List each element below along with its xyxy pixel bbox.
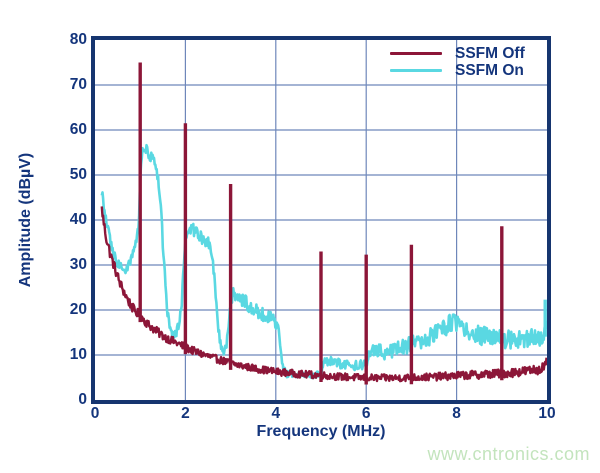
y-tick-label: 20: [69, 301, 87, 318]
x-tick-label: 10: [538, 405, 556, 422]
x-tick-label: 4: [271, 405, 281, 422]
trace-ssfm-on: [100, 143, 548, 380]
legend-label-ssfm-on: SSFM On: [455, 61, 524, 79]
x-tick-label: 6: [361, 405, 371, 422]
x-tick-label: 8: [452, 405, 461, 422]
legend-label-ssfm-off: SSFM Off: [455, 44, 525, 62]
legend: SSFM Off SSFM On: [390, 45, 525, 79]
legend-item-ssfm-off: SSFM Off: [390, 45, 525, 62]
y-tick-label: 10: [69, 346, 87, 363]
x-tick-label: 0: [90, 405, 100, 422]
x-axis-title: Frequency (MHz): [256, 423, 386, 440]
ssfm-on-line-swatch: [390, 69, 442, 72]
trace-ssfm-off: [100, 206, 548, 383]
y-tick-label: 50: [69, 166, 87, 183]
y-axis-title: Amplitude (dBµV): [17, 152, 34, 288]
plot-border: [91, 36, 551, 404]
y-tick-label: 80: [69, 31, 87, 48]
watermark: www.cntronics.com: [427, 444, 590, 464]
y-tick-label: 30: [69, 256, 87, 273]
y-tick-label: 70: [69, 76, 87, 93]
ssfm-off-line-swatch: [390, 52, 442, 55]
y-tick-label: 40: [69, 211, 87, 228]
legend-item-ssfm-on: SSFM On: [390, 62, 525, 79]
y-tick-label: 0: [78, 391, 87, 408]
y-tick-label: 60: [69, 121, 87, 138]
x-tick-label: 2: [181, 405, 190, 422]
